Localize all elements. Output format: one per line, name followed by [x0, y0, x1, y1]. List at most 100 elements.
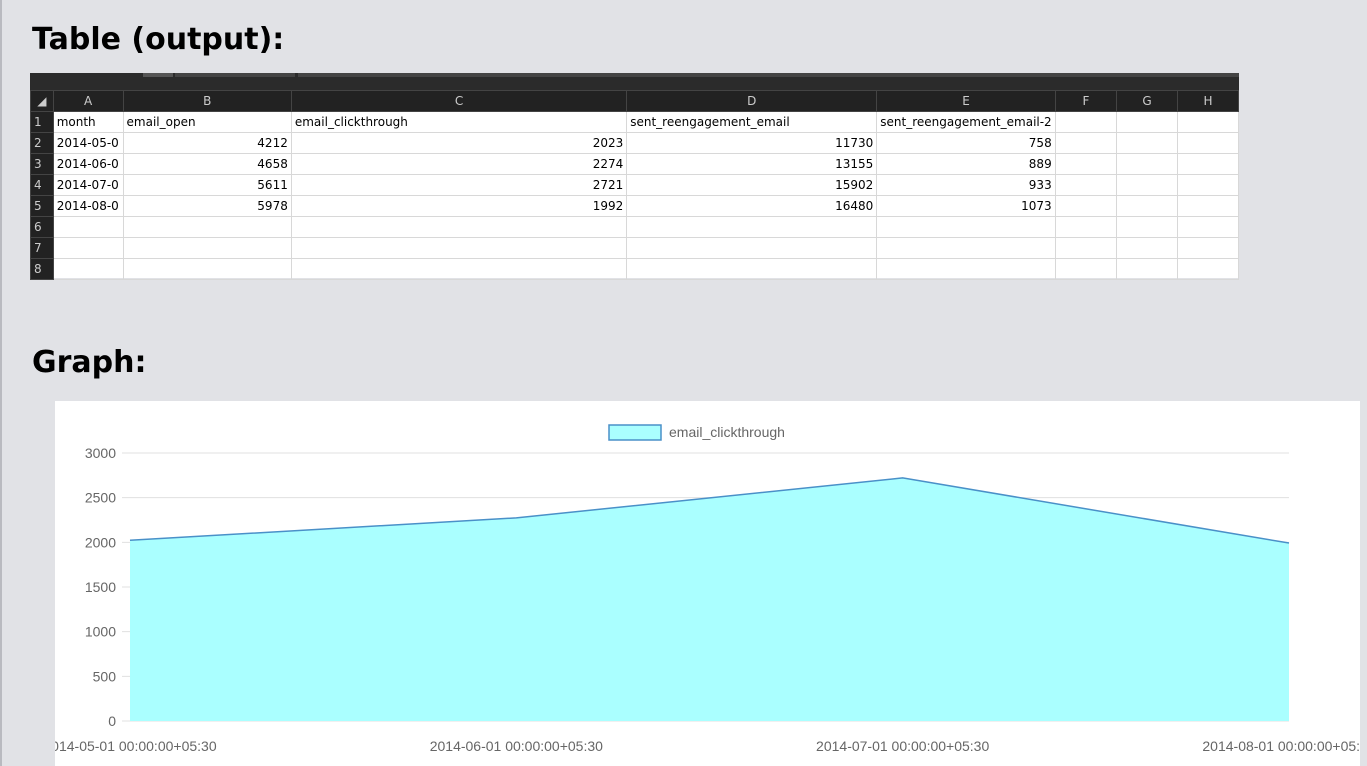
column-header[interactable]: B: [122, 90, 292, 112]
column-header[interactable]: E: [876, 90, 1056, 112]
cell[interactable]: 16480: [626, 195, 878, 217]
cell[interactable]: [1177, 258, 1239, 280]
cell[interactable]: [1054, 153, 1118, 175]
y-tick-label: 3000: [85, 445, 116, 461]
cell[interactable]: [52, 237, 124, 259]
cell[interactable]: 4658: [122, 153, 292, 175]
cell[interactable]: [290, 237, 628, 259]
cell[interactable]: [1116, 237, 1179, 259]
cell[interactable]: [1054, 237, 1118, 259]
cell[interactable]: sent_reengagement_email: [626, 111, 878, 133]
row-number[interactable]: 1: [30, 111, 54, 133]
cell[interactable]: [52, 216, 124, 238]
sheet-tab[interactable]: [175, 73, 295, 77]
cell[interactable]: [1177, 132, 1239, 154]
table-row: 1 month email_open email_clickthrough sent_r…: [30, 111, 1239, 133]
y-tick-label: 1500: [85, 579, 116, 595]
cell[interactable]: [876, 216, 1056, 238]
cell[interactable]: [122, 216, 292, 238]
sheet-tab-bar: [30, 73, 1239, 90]
cell[interactable]: [1054, 258, 1118, 280]
cell[interactable]: 13155: [626, 153, 878, 175]
cell[interactable]: [1177, 195, 1239, 217]
y-tick-label: 500: [93, 668, 117, 684]
cell[interactable]: [1177, 153, 1239, 175]
cell[interactable]: [122, 258, 292, 280]
cell[interactable]: 2014-07-0: [52, 174, 124, 196]
column-header[interactable]: G: [1116, 90, 1179, 112]
column-header[interactable]: C: [290, 90, 628, 112]
cell[interactable]: [1177, 111, 1239, 133]
cell[interactable]: [1177, 216, 1239, 238]
cell[interactable]: 2014-05-0: [52, 132, 124, 154]
sheet-tab[interactable]: [298, 73, 1239, 77]
cell[interactable]: [1116, 258, 1179, 280]
cell[interactable]: [1177, 174, 1239, 196]
cell[interactable]: email_open: [122, 111, 292, 133]
row-number[interactable]: 3: [30, 153, 54, 175]
cell[interactable]: [626, 216, 878, 238]
cell[interactable]: [1054, 174, 1118, 196]
cell[interactable]: [290, 216, 628, 238]
cell[interactable]: 758: [876, 132, 1056, 154]
column-header[interactable]: F: [1054, 90, 1118, 112]
spreadsheet[interactable]: ◢ A B C D E F G H 1 month email_open email_clickthr…: [30, 73, 1239, 280]
cell[interactable]: 5611: [122, 174, 292, 196]
cell[interactable]: [1116, 195, 1179, 217]
cell[interactable]: 889: [876, 153, 1056, 175]
cell[interactable]: 2014-06-0: [52, 153, 124, 175]
y-tick-label: 1000: [85, 624, 116, 640]
table-row: 4 2014-07-0 5611 2721 15902 933: [30, 174, 1239, 196]
column-header[interactable]: D: [626, 90, 878, 112]
cell[interactable]: [1116, 153, 1179, 175]
cell[interactable]: [1116, 216, 1179, 238]
cell[interactable]: 2274: [290, 153, 628, 175]
cell[interactable]: email_clickthrough: [290, 111, 628, 133]
cell[interactable]: [876, 258, 1056, 280]
table-row: 8: [30, 258, 1239, 280]
cell[interactable]: [290, 258, 628, 280]
cell[interactable]: 1992: [290, 195, 628, 217]
row-number[interactable]: 7: [30, 237, 54, 259]
row-number[interactable]: 8: [30, 258, 54, 280]
row-number[interactable]: 2: [30, 132, 54, 154]
cell[interactable]: [1054, 132, 1118, 154]
column-header[interactable]: A: [52, 90, 124, 112]
cell[interactable]: [876, 237, 1056, 259]
cell[interactable]: [1054, 111, 1118, 133]
row-number[interactable]: 5: [30, 195, 54, 217]
cell[interactable]: [1116, 174, 1179, 196]
cell[interactable]: 2014-08-0: [52, 195, 124, 217]
cell[interactable]: [1054, 216, 1118, 238]
cell[interactable]: 2023: [290, 132, 628, 154]
cell[interactable]: [1116, 111, 1179, 133]
cell[interactable]: month: [52, 111, 124, 133]
cell[interactable]: [626, 237, 878, 259]
sheet-tab[interactable]: [143, 73, 173, 77]
cell[interactable]: 1073: [876, 195, 1056, 217]
cell[interactable]: [52, 258, 124, 280]
cell[interactable]: 5978: [122, 195, 292, 217]
cell[interactable]: [122, 237, 292, 259]
cell[interactable]: 933: [876, 174, 1056, 196]
cell[interactable]: 2721: [290, 174, 628, 196]
y-tick-label: 2500: [85, 490, 116, 506]
cell[interactable]: 4212: [122, 132, 292, 154]
table-row: 5 2014-08-0 5978 1992 16480 1073: [30, 195, 1239, 217]
row-number[interactable]: 6: [30, 216, 54, 238]
cell[interactable]: [626, 258, 878, 280]
x-tick-label: 2014-05-01 00:00:00+05:30: [55, 738, 217, 754]
sheet-grid[interactable]: ◢ A B C D E F G H 1 month email_open email_clickthr…: [30, 90, 1239, 280]
x-tick-label: 2014-07-01 00:00:00+05:30: [816, 738, 989, 754]
cell[interactable]: [1054, 195, 1118, 217]
select-all-corner[interactable]: ◢: [30, 90, 54, 112]
cell[interactable]: 11730: [626, 132, 878, 154]
cell[interactable]: sent_reengagement_email-2: [876, 111, 1056, 133]
graph-heading: Graph:: [32, 345, 147, 380]
column-header[interactable]: H: [1177, 90, 1239, 112]
row-number[interactable]: 4: [30, 174, 54, 196]
cell[interactable]: [1116, 132, 1179, 154]
cell[interactable]: [1177, 237, 1239, 259]
cell[interactable]: 15902: [626, 174, 878, 196]
legend-swatch: [608, 424, 662, 441]
